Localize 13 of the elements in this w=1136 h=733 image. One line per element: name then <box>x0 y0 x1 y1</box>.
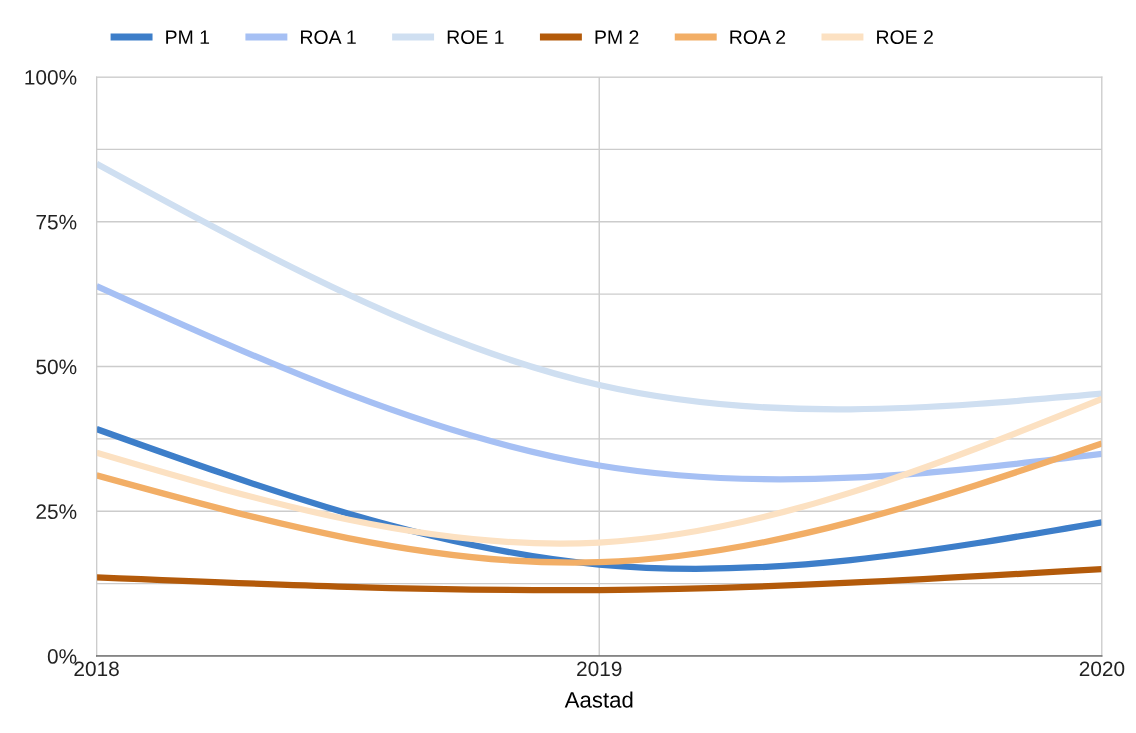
legend-label: ROA 1 <box>301 30 356 45</box>
legend-label: ROA 2 <box>730 30 786 45</box>
y-tick-label: 100% <box>25 69 77 85</box>
legend-label: ROE 1 <box>447 30 504 45</box>
x-tick-label: 2019 <box>577 661 622 677</box>
y-tick-label: 25% <box>36 504 77 520</box>
y-tick-label: 75% <box>36 214 77 230</box>
x-axis-title: Aastad <box>564 691 633 708</box>
legend-label: PM 1 <box>166 30 210 44</box>
legend-label: PM 2 <box>595 30 639 44</box>
y-tick-label: 50% <box>36 359 77 375</box>
legend-label: ROE 2 <box>877 30 933 45</box>
x-tick-label: 2020 <box>1079 661 1125 677</box>
